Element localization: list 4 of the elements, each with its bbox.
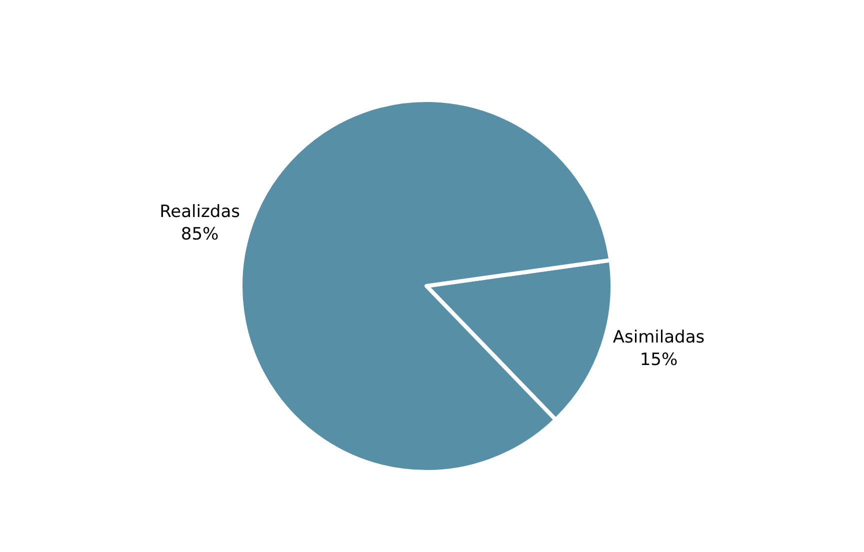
slice-label: Asimiladas	[612, 328, 705, 348]
data-label: 15%	[640, 350, 678, 370]
slice-label: Realizdas	[160, 202, 240, 222]
data-label: 85%	[180, 224, 219, 244]
